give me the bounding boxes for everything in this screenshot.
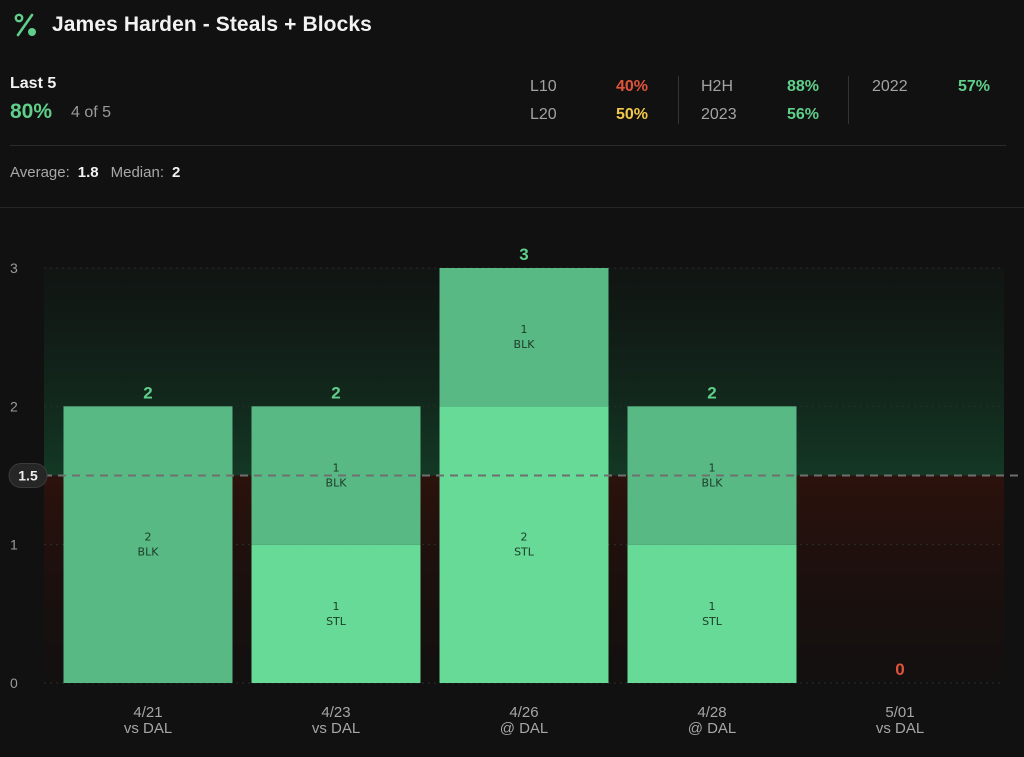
percent-icon [14, 13, 36, 37]
bar-segment [63, 406, 233, 683]
summary-hit-count: 4 of 5 [71, 104, 112, 121]
chart-divider [0, 207, 1024, 208]
x-tick-date: 4/21 [133, 704, 162, 721]
segment-stat: BLK [138, 546, 160, 559]
segment-value: 1 [521, 323, 528, 336]
section-divider [10, 145, 1006, 146]
bar-segment [439, 268, 609, 407]
y-tick-label: 1 [10, 537, 18, 553]
segment-stat: STL [326, 615, 347, 628]
stat-divider [678, 76, 679, 124]
averages-row: Average: 1.8 Median: 2 [10, 164, 192, 181]
x-tick-opponent: @ DAL [500, 720, 549, 737]
y-tick-label: 0 [10, 675, 18, 691]
stat-value: 57% [958, 78, 991, 95]
bar-total: 3 [519, 245, 528, 264]
x-tick-date: 5/01 [885, 704, 914, 721]
stat-value: 50% [616, 106, 649, 123]
y-tick-label: 3 [10, 260, 18, 276]
header: James Harden - Steals + Blocks [12, 8, 372, 42]
bar-segment [251, 544, 421, 683]
segment-value: 1 [333, 462, 340, 475]
segment-value: 1 [709, 462, 716, 475]
x-tick-date: 4/23 [321, 704, 350, 721]
stat-label: 2022 [872, 78, 908, 95]
stat-label: 2023 [701, 106, 737, 123]
threshold-label: 1.5 [18, 468, 38, 484]
x-tick-opponent: vs DAL [124, 720, 172, 737]
bar-total: 2 [331, 383, 340, 402]
segment-value: 1 [709, 600, 716, 613]
stat-label: H2H [701, 78, 734, 95]
segment-value: 1 [333, 600, 340, 613]
average-value: 1.8 [77, 164, 99, 181]
stat-label: L10 [530, 78, 557, 95]
x-tick-opponent: vs DAL [312, 720, 360, 737]
stat-label: L20 [530, 106, 557, 123]
x-tick-date: 4/28 [697, 704, 726, 721]
segment-value: 2 [145, 531, 152, 544]
segment-value: 2 [521, 531, 528, 544]
x-tick-opponent: vs DAL [876, 720, 924, 737]
bar-segment [251, 406, 421, 545]
bar-total: 2 [143, 383, 152, 402]
stat-value: 88% [787, 78, 820, 95]
bar-total: 2 [707, 383, 716, 402]
segment-stat: STL [702, 615, 723, 628]
median-label: Median: [110, 164, 164, 181]
segment-stat: BLK [514, 338, 536, 351]
bar-segment [439, 406, 609, 683]
stat-value: 56% [787, 106, 820, 123]
bar-total: 0 [895, 660, 904, 679]
x-tick-opponent: @ DAL [688, 720, 737, 737]
segment-stat: BLK [702, 477, 724, 490]
bar-segment [627, 406, 797, 545]
median-value: 2 [172, 164, 181, 181]
segment-stat: BLK [326, 477, 348, 490]
segment-stat: STL [514, 546, 535, 559]
x-tick-date: 4/26 [509, 704, 538, 721]
y-tick-label: 2 [10, 398, 18, 414]
average-label: Average: [10, 164, 70, 181]
stat-divider [848, 76, 849, 124]
summary-hit-rate: 80% [10, 100, 53, 123]
stat-value: 40% [616, 78, 649, 95]
threshold-pill [8, 463, 48, 488]
summary-label: Last 5 [10, 75, 57, 92]
page-title: James Harden - Steals + Blocks [52, 13, 372, 36]
bar-segment [627, 544, 797, 683]
